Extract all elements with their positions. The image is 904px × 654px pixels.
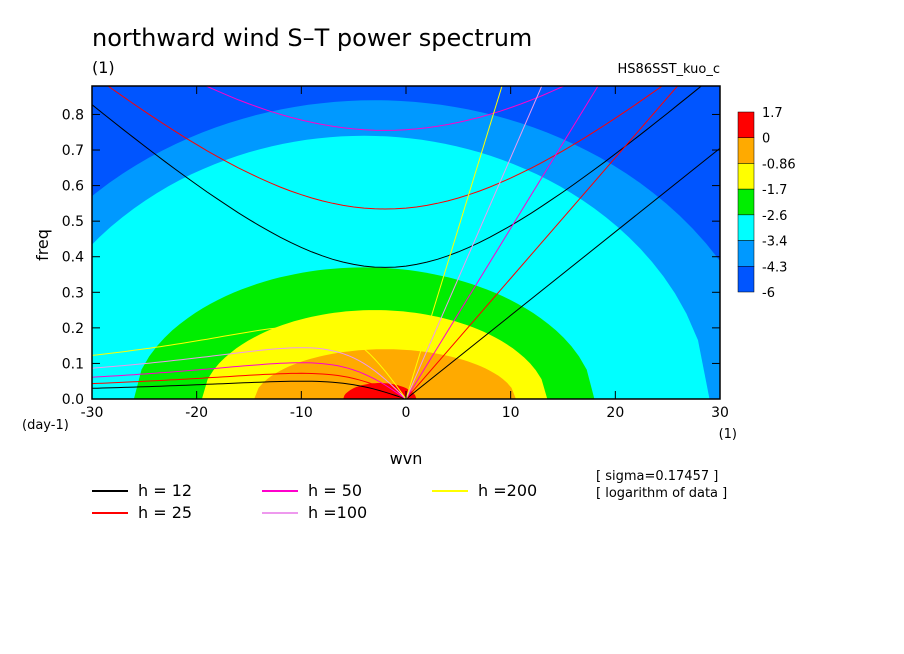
colorbar-swatch (737, 188, 755, 216)
rossby-curve-5 (92, 325, 407, 399)
colorbar-label: 0 (762, 132, 770, 147)
legend: h = 12 h = 25 h = 50 h =100 h =200 (92, 481, 537, 522)
y-tick-label: 0.7 (62, 143, 84, 159)
x-tick-label: 20 (606, 405, 624, 421)
colorbar-label: -1.7 (762, 183, 787, 198)
rossby-curve-1 (92, 380, 407, 399)
contour-fills (92, 100, 720, 399)
legend-label: h =100 (308, 503, 367, 522)
colorbar-label: 1.7 (762, 106, 783, 121)
x-axis: -30 -20 -10 0 10 20 30 (81, 86, 729, 421)
y-tick-label: 0.0 (62, 392, 84, 408)
colorbar-label: -0.86 (762, 157, 796, 172)
rossby-curve-3 (92, 362, 407, 399)
x-tick-label: -20 (185, 405, 208, 421)
colorbar-label: -6 (762, 286, 775, 301)
colorbar-label: -3.4 (762, 235, 787, 250)
colorbar-swatch (737, 163, 755, 190)
chart-subtitle-left: (1) (92, 58, 115, 77)
dispersion-curves (92, 0, 720, 399)
x-tick-label: -30 (81, 405, 104, 421)
chart-subtitle-right: HS86SST_kuo_c (618, 62, 720, 77)
gravity-curve-4 (92, 0, 720, 19)
y-tick-label: 0.2 (62, 321, 84, 337)
colorbar-swatch (737, 214, 755, 241)
y-tick-label: 0.1 (62, 356, 84, 372)
colorbar-swatch (737, 240, 755, 267)
gravity-curve-2 (107, 86, 663, 210)
kelvin-curve-3 (405, 86, 599, 399)
colorbar-label: -4.3 (762, 260, 787, 275)
kelvin-curve-2 (405, 86, 679, 399)
chart-title: northward wind S–T power spectrum (92, 24, 532, 52)
colorbar: 1.7 0 -0.86 -1.7 -2.6 -3.4 -4.3 -6 (737, 106, 796, 301)
rossby-curve-4 (92, 347, 407, 399)
x-axis-label: wvn (390, 449, 423, 468)
kelvin-curve-1 (405, 147, 720, 399)
x-unit-label: (1) (719, 427, 737, 442)
kelvin-curve-5 (405, 86, 503, 399)
y-axis-label: freq (33, 229, 52, 261)
contour-band-5 (254, 349, 516, 399)
y-unit-label: (day-1) (22, 418, 69, 433)
colorbar-swatch (737, 111, 755, 138)
x-tick-label: -10 (290, 405, 313, 421)
legend-label: h = 12 (138, 481, 192, 500)
kelvin-curve-4 (405, 86, 543, 399)
gravity-curve-3 (205, 86, 566, 131)
colorbar-label: -2.6 (762, 209, 787, 224)
y-tick-label: 0.3 (62, 285, 84, 301)
y-tick-label: 0.8 (62, 107, 84, 123)
annotation-sigma: [ sigma=0.17457 ] (596, 469, 718, 484)
y-tick-label: 0.5 (62, 214, 84, 230)
annotation-log: [ logarithm of data ] (596, 486, 727, 501)
rossby-curve-2 (92, 372, 407, 399)
colorbar-swatch (737, 137, 755, 164)
x-tick-label: 30 (711, 405, 729, 421)
x-tick-label: 10 (502, 405, 520, 421)
legend-label: h = 50 (308, 481, 362, 500)
y-tick-label: 0.6 (62, 179, 84, 195)
colorbar-swatch (737, 266, 755, 293)
gravity-curve-1 (92, 86, 703, 268)
y-tick-label: 0.4 (62, 250, 84, 266)
legend-label: h =200 (478, 481, 537, 500)
y-axis: 0.0 0.1 0.2 0.3 0.4 0.5 0.6 0.7 0.8 (62, 107, 720, 408)
x-tick-label: 0 (402, 405, 411, 421)
legend-label: h = 25 (138, 503, 192, 522)
